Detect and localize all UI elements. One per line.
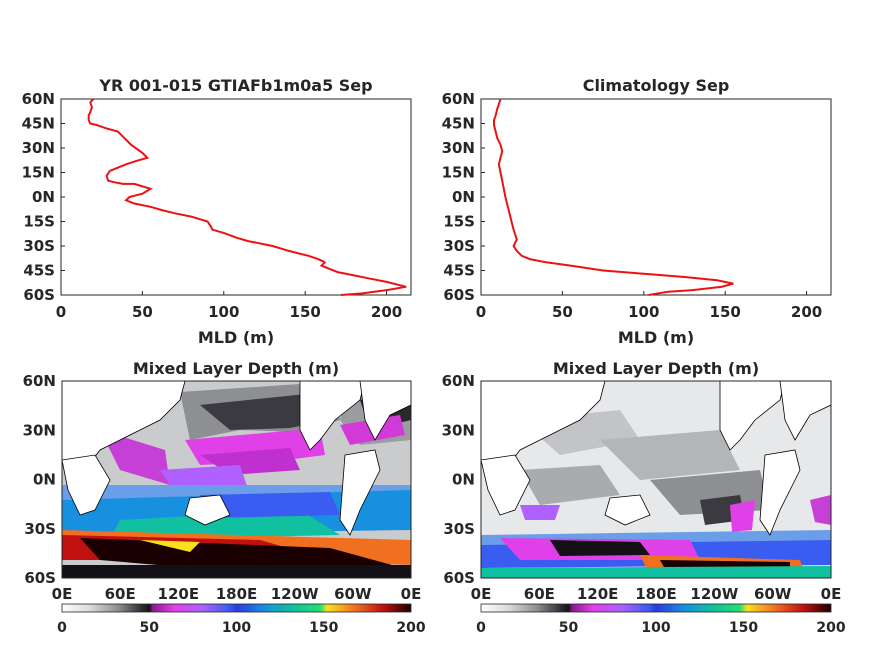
panel-model-profile: YR 001-015 GTIAFb1m0a5 Sep 60N 45N 30N 15N 0… xyxy=(22,76,412,347)
y-tick-label: 60S xyxy=(443,286,475,304)
mld-profile-line xyxy=(493,98,734,296)
y-tick-label: 45S xyxy=(443,262,475,280)
x-tick-label: 100 xyxy=(208,303,239,321)
colorbar xyxy=(61,603,412,613)
latitude-tick-label: 30S xyxy=(443,520,475,538)
mld-profile-line xyxy=(87,98,407,296)
longitude-tick-label: 0E xyxy=(52,585,73,603)
colorbar-tick-label: 100 xyxy=(641,620,670,636)
longitude-tick-label: 120W xyxy=(271,585,319,603)
colorbar-tick-label: 0 xyxy=(476,620,486,636)
y-tick-label: 60S xyxy=(23,286,55,304)
longitude-tick-label: 180E xyxy=(635,585,677,603)
panel-model-map: Mixed Layer Depth (m) xyxy=(23,359,426,636)
longitude-tick-label: 120E xyxy=(577,585,619,603)
colorbar-tick-label: 100 xyxy=(222,620,251,636)
longitude-tick-label: 0E xyxy=(471,585,492,603)
latitude-tick-label: 60S xyxy=(443,569,475,587)
longitude-tick-label: 120E xyxy=(158,585,200,603)
panel-climatology-profile: Climatology Sep 60N 45N 30N 15N 0N 15S 30S 45S 6… xyxy=(442,76,832,347)
latitude-tick-label: 30S xyxy=(24,520,56,538)
latitude-tick-label: 0N xyxy=(33,471,56,489)
x-tick-label: 200 xyxy=(371,303,402,321)
x-axis-label: MLD (m) xyxy=(618,328,694,347)
y-tick-label: 30N xyxy=(22,139,55,157)
latitude-tick-label: 30N xyxy=(442,421,475,439)
colorbar-tick-label: 150 xyxy=(309,620,338,636)
colorbar-tick-label: 50 xyxy=(559,620,579,636)
x-tick-label: 0 xyxy=(56,303,66,321)
colorbar xyxy=(480,603,832,613)
x-tick-label: 50 xyxy=(552,303,573,321)
colorbar-tick-label: 150 xyxy=(729,620,758,636)
x-tick-label: 100 xyxy=(628,303,659,321)
y-tick-label: 0N xyxy=(32,188,55,206)
y-tick-label: 15N xyxy=(442,164,475,182)
panel-title: Mixed Layer Depth (m) xyxy=(133,359,339,378)
y-tick-label: 60N xyxy=(442,90,475,108)
longitude-tick-label: 60W xyxy=(334,585,372,603)
mld-map-field xyxy=(62,381,411,578)
plot-frame xyxy=(61,380,412,579)
y-tick-label: 45N xyxy=(22,115,55,133)
longitude-tick-label: 60E xyxy=(524,585,555,603)
y-tick-label: 30S xyxy=(23,237,55,255)
colorbar-tick-label: 0 xyxy=(57,620,67,636)
plot-frame xyxy=(60,98,412,296)
x-axis-label: MLD (m) xyxy=(198,328,274,347)
latitude-tick-label: 60S xyxy=(24,569,56,587)
y-tick-label: 30S xyxy=(443,237,475,255)
longitude-tick-label: 60E xyxy=(105,585,136,603)
mld-map-field xyxy=(481,381,831,578)
panel-title: Climatology Sep xyxy=(583,76,730,95)
y-tick-label: 15S xyxy=(443,213,475,231)
longitude-tick-label: 120W xyxy=(690,585,738,603)
y-tick-label: 60N xyxy=(22,90,55,108)
longitude-tick-label: 0E xyxy=(401,585,422,603)
longitude-tick-label: 180E xyxy=(216,585,258,603)
colorbar-tick-label: 200 xyxy=(396,620,425,636)
x-tick-label: 0 xyxy=(476,303,486,321)
y-tick-label: 15N xyxy=(22,164,55,182)
latitude-tick-label: 60N xyxy=(442,372,475,390)
colorbar-tick-label: 50 xyxy=(140,620,160,636)
panel-title: Mixed Layer Depth (m) xyxy=(553,359,759,378)
latitude-tick-label: 60N xyxy=(23,372,56,390)
y-tick-label: 45S xyxy=(23,262,55,280)
plot-frame xyxy=(480,98,832,296)
latitude-tick-label: 30N xyxy=(23,421,56,439)
longitude-tick-label: 60W xyxy=(754,585,792,603)
y-tick-label: 45N xyxy=(442,115,475,133)
x-tick-label: 150 xyxy=(290,303,321,321)
y-tick-label: 15S xyxy=(23,213,55,231)
panel-climatology-map: Mixed Layer Depth (m) xyxy=(442,359,846,636)
x-tick-label: 150 xyxy=(710,303,741,321)
colorbar-tick-label: 200 xyxy=(816,620,845,636)
y-tick-label: 0N xyxy=(452,188,475,206)
longitude-tick-label: 0E xyxy=(821,585,842,603)
latitude-tick-label: 0N xyxy=(452,471,475,489)
x-tick-label: 50 xyxy=(132,303,153,321)
y-tick-label: 30N xyxy=(442,139,475,157)
x-tick-label: 200 xyxy=(791,303,822,321)
panel-title: YR 001-015 GTIAFb1m0a5 Sep xyxy=(98,76,372,95)
plot-frame xyxy=(480,380,832,579)
